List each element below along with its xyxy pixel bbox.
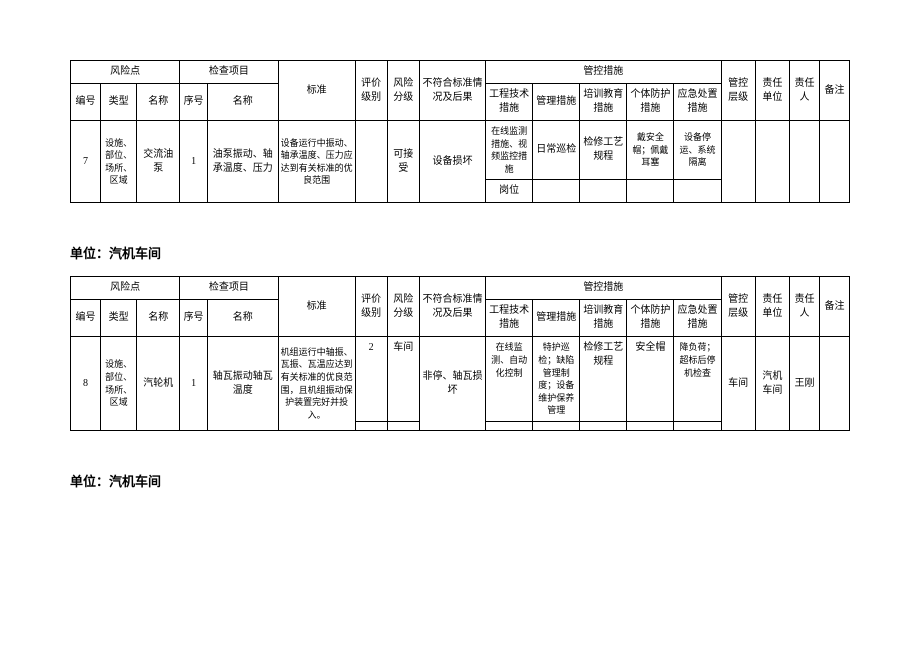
cell-empty bbox=[486, 421, 533, 430]
cell-check-name: 油泵振动、轴承温度、压力 bbox=[207, 121, 278, 203]
header-risk-grade: 风险分级 bbox=[387, 277, 419, 337]
header-resp-unit: 责任单位 bbox=[755, 277, 789, 337]
header-control-level: 管控层级 bbox=[721, 277, 755, 337]
table-row: 8 设施、部位、场所、区域 汽轮机 1 轴瓦振动轴瓦温度 机组运行中轴振、瓦振、… bbox=[71, 337, 850, 422]
header-remark: 备注 bbox=[819, 277, 849, 337]
header-emergency: 应急处置措施 bbox=[674, 300, 721, 337]
header-type: 类型 bbox=[100, 84, 136, 121]
cell-empty bbox=[627, 180, 674, 203]
cell-risk-name: 汽轮机 bbox=[137, 337, 180, 431]
cell-check-name: 轴瓦振动轴瓦温度 bbox=[207, 337, 278, 431]
cell-training: 检修工艺规程 bbox=[580, 121, 627, 180]
header-nonconforming: 不符合标准情况及后果 bbox=[419, 61, 485, 121]
header-emergency: 应急处置措施 bbox=[674, 84, 721, 121]
cell-remark bbox=[819, 337, 849, 431]
header-no: 编号 bbox=[71, 300, 101, 337]
cell-emergency: 降负荷；超标后停机检查 bbox=[674, 337, 721, 422]
header-protection: 个体防护措施 bbox=[627, 300, 674, 337]
cell-empty bbox=[387, 421, 419, 430]
header-check-item: 检查项目 bbox=[180, 277, 278, 300]
header-training: 培训教育措施 bbox=[580, 300, 627, 337]
cell-risk-grade: 可接受 bbox=[387, 121, 419, 203]
header-check-name: 名称 bbox=[207, 300, 278, 337]
unit-label-2: 单位：汽机车间 bbox=[70, 471, 850, 490]
cell-control-level: 车间 bbox=[721, 337, 755, 431]
cell-empty bbox=[580, 421, 627, 430]
risk-table-1: 风险点 检查项目 标准 评价级别 风险分级 不符合标准情况及后果 管控措施 管控… bbox=[70, 60, 850, 203]
header-control-measures: 管控措施 bbox=[486, 61, 721, 84]
cell-eval-level: 2 bbox=[355, 337, 387, 422]
header-mgmt: 管理措施 bbox=[533, 84, 580, 121]
cell-eng-tech: 在线监测、自动化控制 bbox=[486, 337, 533, 422]
cell-empty bbox=[355, 421, 387, 430]
cell-resp-unit: 汽机车间 bbox=[755, 337, 789, 431]
cell-seq: 1 bbox=[180, 337, 208, 431]
header-risk-grade: 风险分级 bbox=[387, 61, 419, 121]
cell-type: 设施、部位、场所、区域 bbox=[100, 121, 136, 203]
cell-mgmt: 特护巡检；缺陷管理制度；设备维护保养管理 bbox=[533, 337, 580, 422]
cell-empty bbox=[627, 421, 674, 430]
cell-protection: 戴安全帽；佩戴耳塞 bbox=[627, 121, 674, 180]
cell-standard: 机组运行中轴振、瓦振、瓦温应达到有关标准的优良范围，且机组振动保护装置完好并投入… bbox=[278, 337, 355, 431]
header-eval-level: 评价级别 bbox=[355, 277, 387, 337]
header-seq: 序号 bbox=[180, 300, 208, 337]
header-name: 名称 bbox=[137, 84, 180, 121]
unit-label-1: 单位：汽机车间 bbox=[70, 243, 850, 262]
header-eng-tech: 工程技术措施 bbox=[486, 84, 533, 121]
cell-nonconforming: 非停、轴瓦损坏 bbox=[419, 337, 485, 431]
header-check-name: 名称 bbox=[207, 84, 278, 121]
header-control-measures: 管控措施 bbox=[486, 277, 721, 300]
header-standard: 标准 bbox=[278, 277, 355, 337]
cell-no: 8 bbox=[71, 337, 101, 431]
header-resp-person: 责任人 bbox=[789, 61, 819, 121]
cell-no: 7 bbox=[71, 121, 101, 203]
cell-eval-level bbox=[355, 121, 387, 203]
header-control-level: 管控层级 bbox=[721, 61, 755, 121]
header-mgmt: 管理措施 bbox=[533, 300, 580, 337]
cell-empty bbox=[533, 421, 580, 430]
risk-table-2: 风险点 检查项目 标准 评价级别 风险分级 不符合标准情况及后果 管控措施 管控… bbox=[70, 276, 850, 431]
cell-nonconforming: 设备损坏 bbox=[419, 121, 485, 203]
table-row: 7 设施、部位、场所、区域 交流油泵 1 油泵振动、轴承温度、压力 设备运行中振… bbox=[71, 121, 850, 180]
cell-eng-tech: 在线监测措施、视频监控措施 bbox=[486, 121, 533, 180]
cell-resp-person bbox=[789, 121, 819, 203]
cell-mgmt: 日常巡检 bbox=[533, 121, 580, 180]
header-eval-level: 评价级别 bbox=[355, 61, 387, 121]
cell-protection: 安全帽 bbox=[627, 337, 674, 422]
header-training: 培训教育措施 bbox=[580, 84, 627, 121]
cell-control-level bbox=[721, 121, 755, 203]
cell-empty bbox=[674, 180, 721, 203]
header-name: 名称 bbox=[137, 300, 180, 337]
cell-empty bbox=[533, 180, 580, 203]
header-check-item: 检查项目 bbox=[180, 61, 278, 84]
cell-type: 设施、部位、场所、区域 bbox=[100, 337, 136, 431]
header-standard: 标准 bbox=[278, 61, 355, 121]
header-no: 编号 bbox=[71, 84, 101, 121]
cell-risk-name: 交流油泵 bbox=[137, 121, 180, 203]
cell-standard: 设备运行中振动、轴承温度、压力应达到有关标准的优良范围 bbox=[278, 121, 355, 203]
header-protection: 个体防护措施 bbox=[627, 84, 674, 121]
header-resp-unit: 责任单位 bbox=[755, 61, 789, 121]
cell-control-level-sub: 岗位 bbox=[486, 180, 533, 203]
header-seq: 序号 bbox=[180, 84, 208, 121]
header-risk-point: 风险点 bbox=[71, 277, 180, 300]
cell-resp-unit bbox=[755, 121, 789, 203]
cell-emergency: 设备停运、系统隔离 bbox=[674, 121, 721, 180]
header-nonconforming: 不符合标准情况及后果 bbox=[419, 277, 485, 337]
cell-empty bbox=[580, 180, 627, 203]
cell-resp-person: 王刚 bbox=[789, 337, 819, 431]
cell-training: 检修工艺规程 bbox=[580, 337, 627, 422]
cell-empty bbox=[674, 421, 721, 430]
header-risk-point: 风险点 bbox=[71, 61, 180, 84]
header-eng-tech: 工程技术措施 bbox=[486, 300, 533, 337]
header-resp-person: 责任人 bbox=[789, 277, 819, 337]
cell-risk-grade: 车间 bbox=[387, 337, 419, 422]
cell-remark bbox=[819, 121, 849, 203]
header-type: 类型 bbox=[100, 300, 136, 337]
header-remark: 备注 bbox=[819, 61, 849, 121]
cell-seq: 1 bbox=[180, 121, 208, 203]
